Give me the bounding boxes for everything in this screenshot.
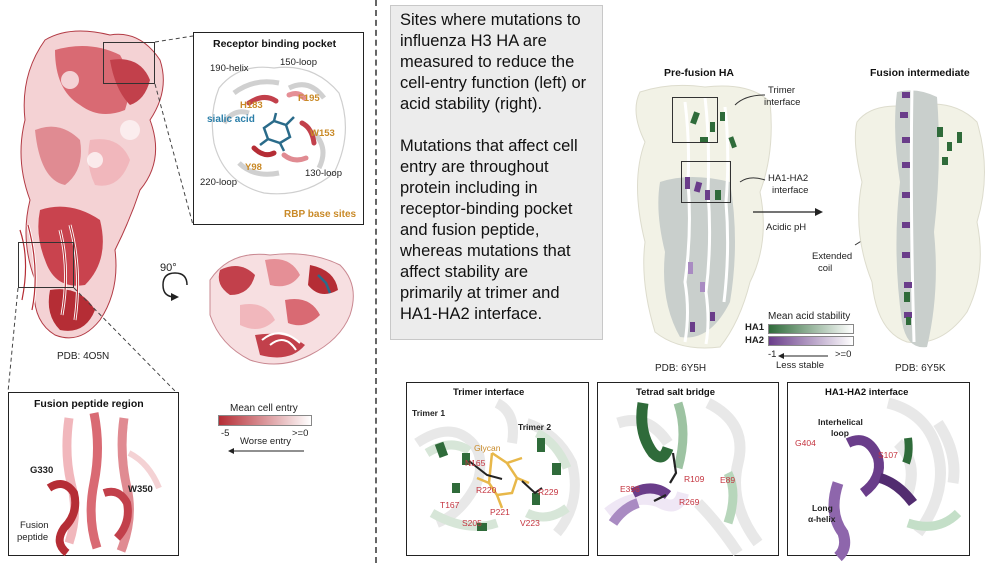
- tetrad-inset-title: Tetrad salt bridge: [636, 387, 716, 398]
- stability-legend-arrow: [778, 353, 828, 359]
- stability-legend-ha1-bar: [768, 324, 854, 334]
- fusion-title: Fusion peptide region: [34, 398, 144, 410]
- entry-legend-caption: Worse entry: [240, 436, 292, 447]
- label-long: Long: [812, 503, 833, 513]
- intermediate-title: Fusion intermediate: [870, 67, 970, 79]
- pocket-structure: [211, 66, 346, 195]
- label-alpha-helix: α-helix: [808, 514, 836, 524]
- stability-legend-max: >=0: [835, 349, 852, 360]
- acidic-ph-label: Acidic pH: [766, 222, 807, 233]
- stability-legend-caption: Less stable: [776, 360, 825, 371]
- label-trimer-1: Trimer 1: [412, 408, 446, 418]
- label-r220: R220: [476, 485, 497, 495]
- label-n165: N165: [465, 458, 486, 468]
- stability-legend-ha2-bar: [768, 336, 854, 346]
- extended-coil-label-2: coil: [818, 263, 833, 274]
- label-220-loop: 220-loop: [200, 177, 237, 188]
- pdb-4o5n-label: PDB: 4O5N: [57, 351, 110, 362]
- label-190-helix: 190-helix: [210, 63, 249, 74]
- label-r109: R109: [684, 474, 705, 484]
- ha-inset-title: HA1-HA2 interface: [825, 387, 909, 398]
- trimer-interface-structure: [414, 398, 580, 537]
- ha1-ha2-interface-structure: [828, 397, 962, 562]
- tetrad-salt-bridge-structure: [604, 398, 763, 557]
- pdb-6y5k-label: PDB: 6Y5K: [895, 363, 946, 374]
- trimer-interface-label-2: interface: [764, 97, 801, 108]
- label-g330: G330: [30, 465, 54, 476]
- trimer-interface-label-1: Trimer: [768, 85, 796, 96]
- ha-trimer-structure-entry: [18, 30, 164, 339]
- trimer-inset-title: Trimer interface: [453, 387, 525, 398]
- label-trimer-2: Trimer 2: [518, 422, 552, 432]
- trimer-interface-panel: [406, 382, 589, 556]
- fusion-peptide-panel: [8, 392, 179, 557]
- entry-legend-max: >=0: [292, 428, 309, 439]
- label-e396: E396: [620, 484, 640, 494]
- label-sialic-acid: sialic acid: [207, 114, 255, 125]
- label-peptide: peptide: [17, 532, 49, 543]
- label-p221: P221: [490, 507, 510, 517]
- extended-coil-label-1: Extended: [812, 251, 853, 262]
- label-h183: H183: [240, 100, 263, 111]
- label-r269: R269: [679, 497, 700, 507]
- label-150-loop: 150-loop: [280, 57, 317, 68]
- ha1-ha2-label-2: interface: [772, 185, 809, 196]
- prefusion-title: Pre-fusion HA: [664, 67, 735, 79]
- pocket-title: Receptor binding pocket: [213, 38, 337, 50]
- summary-callout: Sites where mutations to influenza H3 HA…: [390, 5, 603, 340]
- label-w350: W350: [128, 484, 153, 495]
- label-t167: T167: [440, 500, 460, 510]
- label-loop: loop: [831, 428, 849, 438]
- stability-legend-min: -1: [768, 349, 777, 360]
- callout-paragraph-2: Mutations that affect cell entry are thr…: [400, 137, 578, 323]
- ha1-ha2-zoom-box: [681, 161, 731, 203]
- label-s205: S205: [462, 518, 482, 528]
- tetrad-salt-bridge-panel: [597, 382, 779, 557]
- ha1-ha2-label-1: HA1-HA2: [768, 173, 809, 184]
- pdb-6y5h-label: PDB: 6Y5H: [655, 363, 707, 374]
- stability-legend-ha1: HA1: [745, 322, 765, 333]
- entry-legend-min: -5: [221, 428, 230, 439]
- fusion-zoom-box: [18, 242, 74, 288]
- label-g404: G404: [795, 438, 816, 448]
- entry-legend-arrow: [228, 448, 304, 454]
- label-glycan: Glycan: [474, 443, 501, 453]
- label-v223: V223: [520, 518, 540, 528]
- stability-legend-title: Mean acid stability: [768, 311, 851, 322]
- panel-divider: [375, 0, 377, 563]
- fusion-intermediate-structure: [854, 86, 985, 348]
- ha-top-view-structure: [209, 253, 354, 365]
- label-130-loop: 130-loop: [305, 168, 342, 179]
- label-f195: F195: [298, 93, 320, 104]
- rotation-arrow-icon: [162, 272, 188, 301]
- entry-legend-gradient: [218, 415, 312, 426]
- label-r229: R229: [538, 487, 559, 497]
- pocket-zoom-box: [103, 42, 155, 84]
- label-y98: Y98: [245, 162, 262, 173]
- label-interhelical: Interhelical: [818, 417, 863, 427]
- callout-paragraph-1: Sites where mutations to influenza H3 HA…: [400, 11, 587, 113]
- label-fusion: Fusion: [20, 520, 49, 531]
- label-s107: S107: [878, 450, 898, 460]
- label-e89: E89: [720, 475, 736, 485]
- ha1-ha2-interface-panel: [787, 382, 970, 562]
- stability-legend-ha2: HA2: [745, 335, 765, 346]
- fusion-peptide-structure: [46, 412, 162, 557]
- receptor-pocket-panel: [193, 32, 364, 225]
- rotation-label: 90°: [160, 262, 177, 274]
- trimer-interface-zoom-box: [672, 97, 718, 143]
- acidic-ph-arrow: [753, 208, 823, 216]
- label-rbp-base-sites: RBP base sites: [284, 209, 357, 220]
- label-w153: W153: [310, 128, 335, 139]
- entry-legend-title: Mean cell entry: [230, 403, 298, 414]
